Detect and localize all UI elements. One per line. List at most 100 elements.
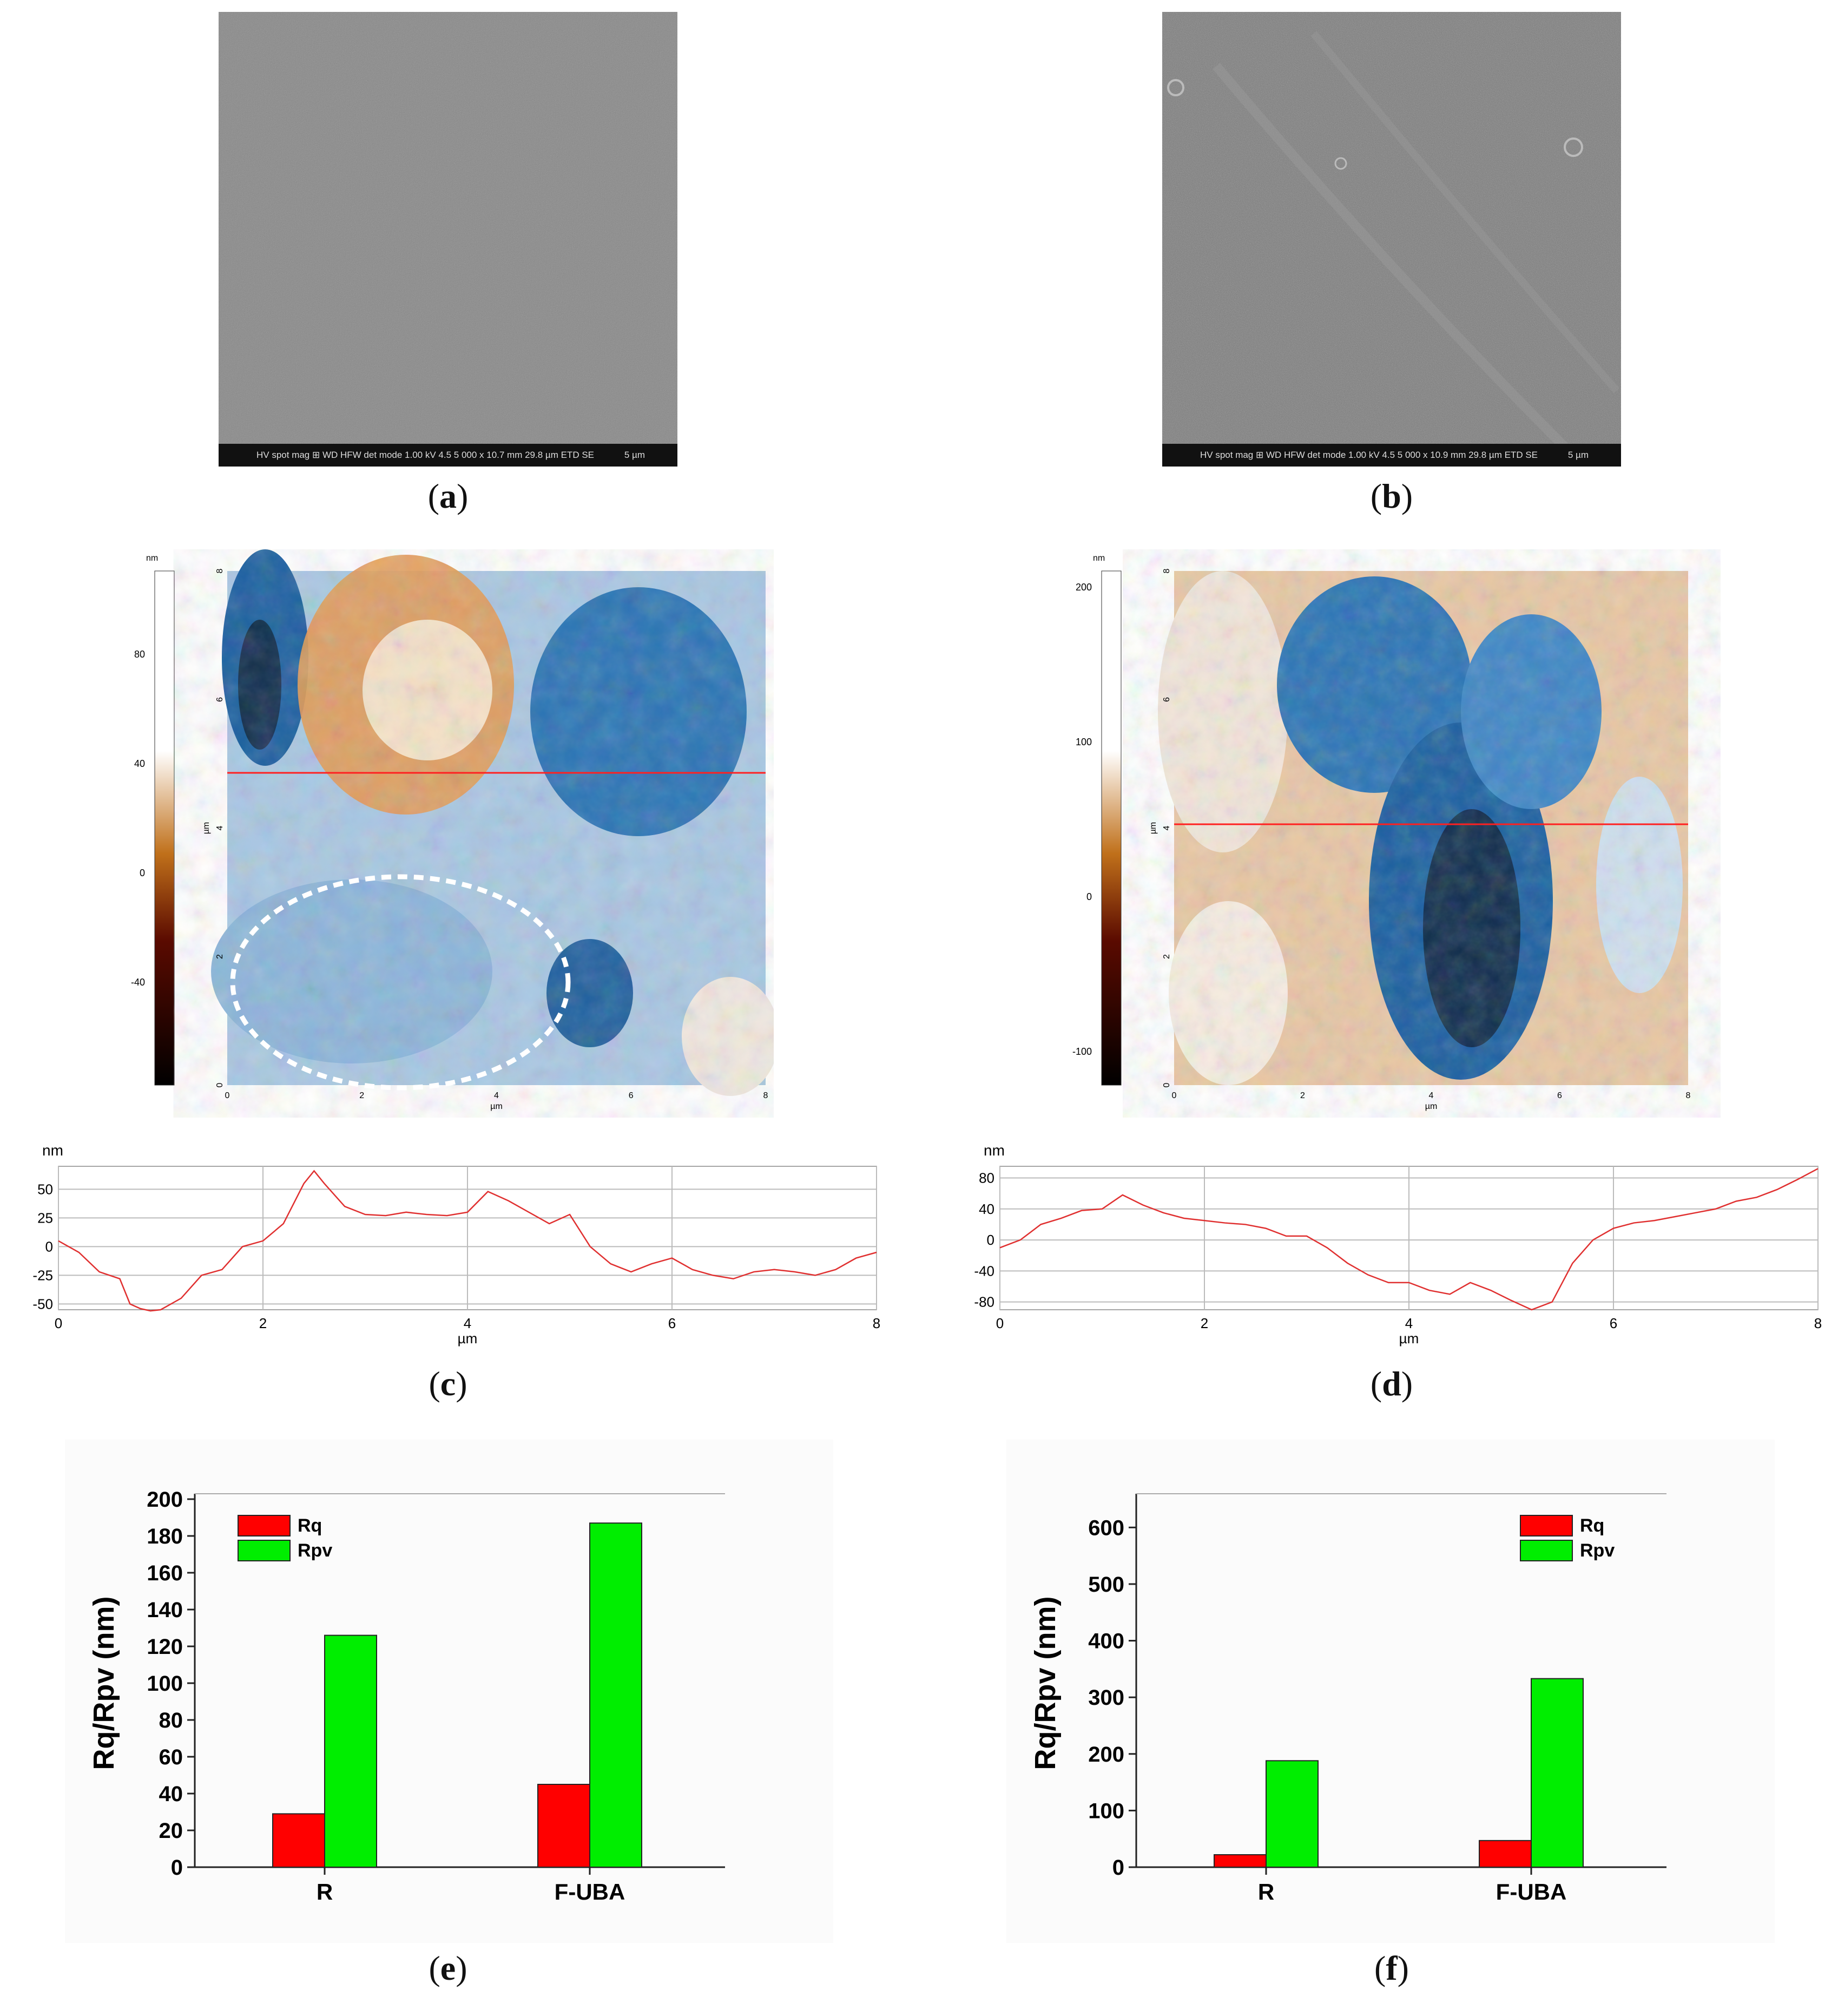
sem-scale-a: 5 µm	[624, 450, 645, 460]
bar-ytick: 0	[171, 1856, 183, 1880]
afm-ylabel: µm	[1149, 822, 1158, 835]
bar-ytick: 400	[1088, 1630, 1124, 1653]
afm-ytick: 6	[215, 697, 225, 702]
profile-xtick: 8	[1814, 1315, 1822, 1331]
bar-ylabel: Rq/Rpv (nm)	[1029, 1597, 1062, 1770]
bar-chart-bg	[65, 1440, 833, 1943]
afm-xtick: 6	[1557, 1091, 1562, 1100]
afm-ytick: 4	[1162, 825, 1171, 830]
bar-ytick: 200	[147, 1488, 183, 1512]
profile-xtick: 0	[996, 1315, 1004, 1331]
bar-chart-bg	[1006, 1440, 1775, 1943]
bar-ytick: 100	[147, 1672, 183, 1696]
colorbar-tick-d-100: 100	[1076, 737, 1092, 747]
sem-texture-a	[219, 12, 677, 467]
bar-ytick: 120	[147, 1635, 183, 1659]
afm-ytick: 8	[215, 568, 225, 573]
afm-axes-d: 00 2 2 4 4 6 6 8 8 µm µm	[1149, 568, 1691, 1111]
legend-label-rpv: Rpv	[298, 1540, 332, 1561]
bar-rq	[272, 1813, 325, 1868]
bar-ytick: 80	[159, 1709, 183, 1732]
bar-rpv	[589, 1522, 642, 1868]
legend-swatch-rq	[238, 1515, 291, 1536]
bar-rpv	[1531, 1678, 1584, 1868]
bar-rq	[537, 1784, 590, 1868]
legend-label-rq: Rq	[1580, 1515, 1604, 1536]
profile-xlabel: µm	[458, 1330, 478, 1347]
colorbar-tick-c-m40: -40	[131, 977, 145, 988]
sem-info-bar-a: HV spot mag ⊞ WD HFW det mode 1.00 kV 4.…	[219, 444, 677, 467]
bar-chart-e: 0 20 40 60 80 100 120 140 160 180 200 Rq/Rpv (nm) R F…	[65, 1440, 833, 1943]
colorbar-tick-d-200: 200	[1076, 582, 1092, 593]
afm-xlabel: µm	[1425, 1102, 1438, 1111]
profile-ytick: 0	[45, 1238, 53, 1255]
afm-xtick: 6	[629, 1091, 634, 1100]
profile-ytick: -80	[974, 1294, 994, 1310]
afm-xtick: 8	[763, 1091, 768, 1100]
sem-image-b: HV spot mag ⊞ WD HFW det mode 1.00 kV 4.…	[1162, 12, 1621, 467]
legend-swatch-rq	[1520, 1515, 1573, 1536]
afm-image-d	[1158, 571, 1688, 1085]
profile-ylabel: nm	[984, 1142, 1005, 1159]
bar-category-label: F-UBA	[1496, 1879, 1567, 1905]
colorbar-unit-c: nm	[146, 554, 158, 563]
colorbar-d	[1101, 570, 1122, 1086]
colorbar-tick-d-0: 0	[1086, 891, 1092, 902]
profile-xtick: 2	[1201, 1315, 1208, 1331]
afm-xtick: 2	[1300, 1091, 1305, 1100]
legend-label-rq: Rq	[298, 1515, 322, 1536]
afm-ytick: 6	[1162, 697, 1171, 702]
bar-ytick: 140	[147, 1598, 183, 1622]
profile-ytick: -50	[32, 1296, 53, 1312]
legend-label-rpv: Rpv	[1580, 1540, 1615, 1561]
bar-category-label: R	[317, 1879, 333, 1905]
profile-ytick: 50	[37, 1181, 53, 1197]
afm-ytick: 2	[215, 954, 225, 959]
bar-ytick: 40	[159, 1782, 183, 1806]
sem-image-a: HV spot mag ⊞ WD HFW det mode 1.00 kV 4.…	[219, 12, 677, 467]
profile-xtick: 2	[259, 1315, 267, 1331]
afm-xtick: 0	[225, 1091, 230, 1100]
sem-scale-b: 5 µm	[1567, 450, 1589, 460]
bar-rpv	[324, 1634, 377, 1868]
afm-xlabel: µm	[490, 1102, 503, 1111]
afm-image-c	[211, 549, 774, 1096]
afm-ytick: 2	[1162, 954, 1171, 959]
profile-xtick: 0	[55, 1315, 62, 1331]
caption-b: (b)	[1370, 477, 1413, 515]
bar-ytick: 200	[1088, 1743, 1124, 1767]
colorbar-tick-c-0: 0	[140, 868, 145, 878]
caption-a: (a)	[427, 477, 469, 515]
caption-e: (e)	[429, 1949, 467, 1987]
profile-series-line	[999, 1168, 1819, 1311]
profile-ytick: -25	[32, 1267, 53, 1283]
colorbar-c	[154, 570, 175, 1086]
bar-ytick: 20	[159, 1819, 183, 1843]
afm-axes-c: 00 2 2 4 4 6 6 8 8 µm µm	[202, 568, 768, 1111]
profile-ytick: -40	[974, 1263, 994, 1279]
bar-category-label: R	[1258, 1879, 1274, 1905]
legend-swatch-rpv	[1520, 1540, 1573, 1561]
caption-c: (c)	[429, 1364, 467, 1403]
afm-ytick: 0	[1162, 1082, 1171, 1087]
bar-ytick: 160	[147, 1561, 183, 1585]
afm-xtick: 4	[1429, 1091, 1434, 1100]
colorbar-unit-d: nm	[1093, 554, 1105, 563]
bar-ytick: 600	[1088, 1516, 1124, 1540]
sem-bar-labels-a: HV spot mag ⊞ WD HFW det mode 1.00 kV 4.…	[256, 450, 594, 460]
bar-ytick: 500	[1088, 1573, 1124, 1597]
highlight-ellipse	[230, 874, 571, 1091]
bar-rq	[1214, 1854, 1267, 1868]
afm-ylabel: µm	[202, 822, 211, 835]
bar-rq	[1479, 1840, 1532, 1868]
bar-ytick: 0	[1112, 1856, 1124, 1880]
bar-ytick: 60	[159, 1745, 183, 1769]
caption-f: (f)	[1374, 1949, 1409, 1987]
profile-series-line	[58, 1170, 877, 1312]
bar-ytick: 180	[147, 1525, 183, 1548]
sem-texture-b	[1162, 12, 1621, 467]
